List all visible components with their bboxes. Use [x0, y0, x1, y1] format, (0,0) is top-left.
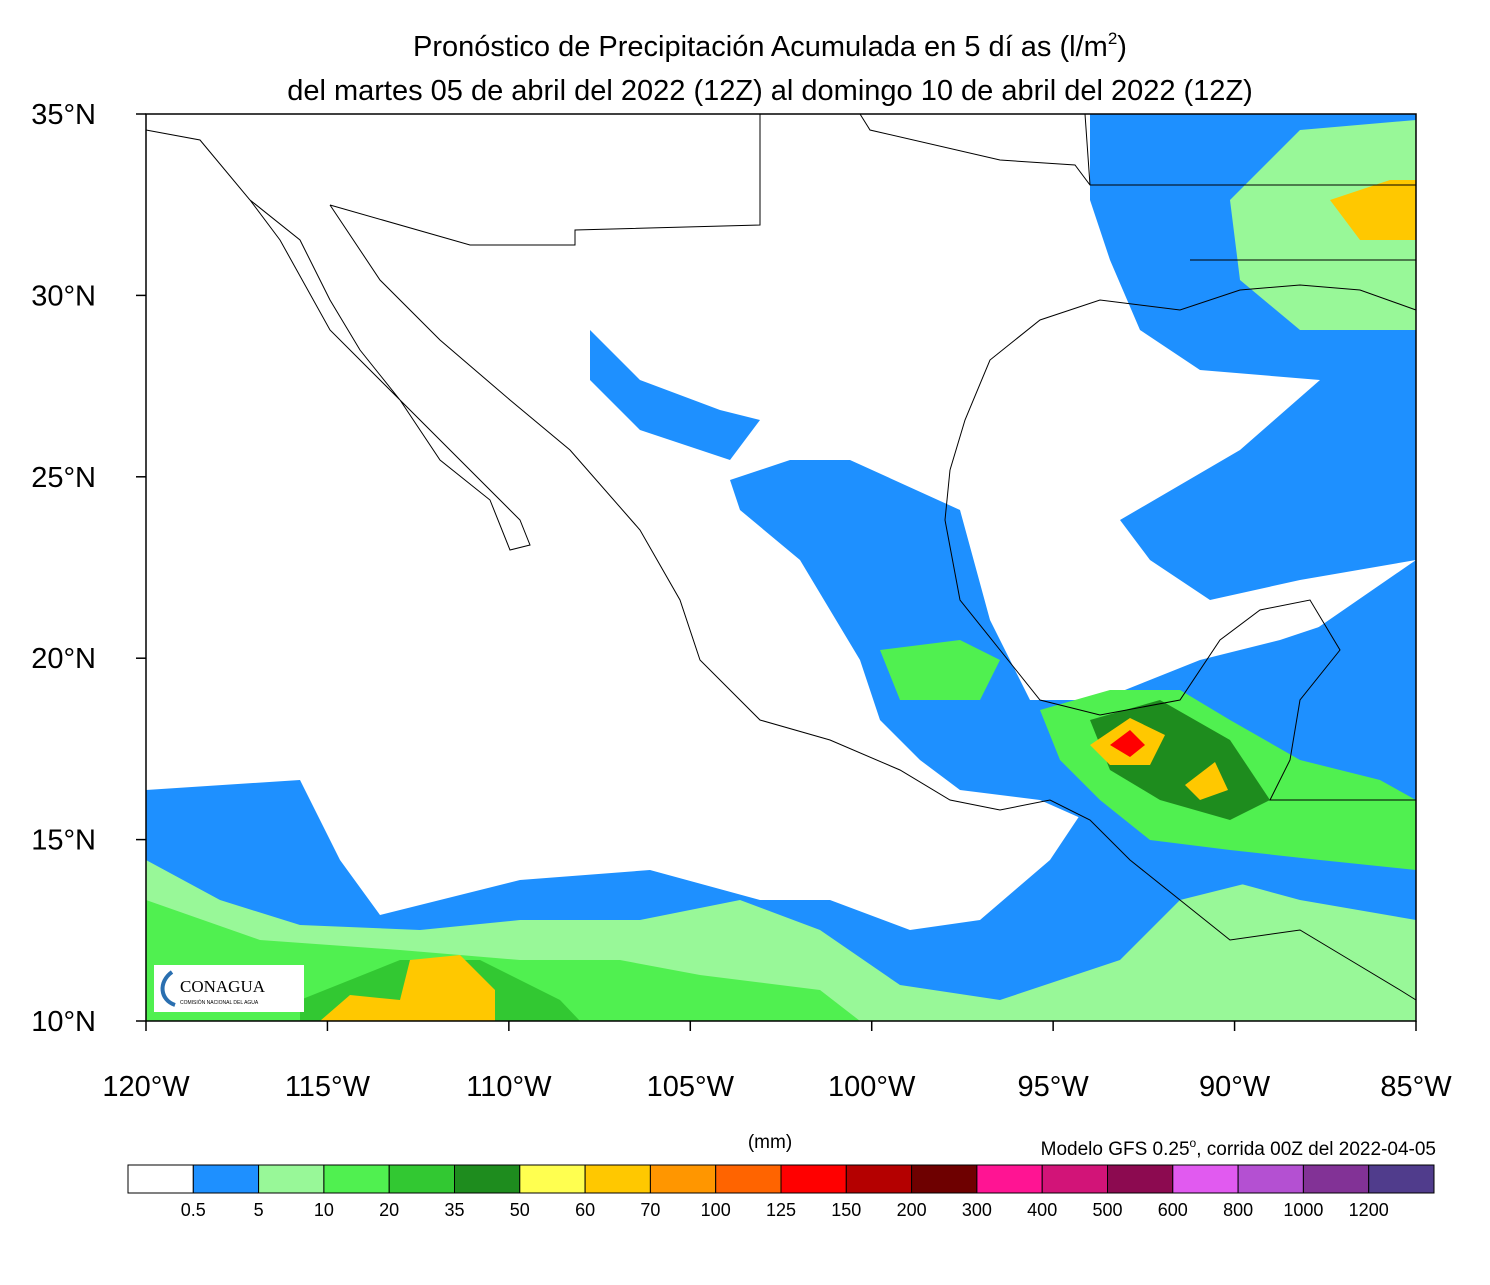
rain-green-center: [880, 640, 1000, 700]
lon-tick-label: 115°W: [285, 1071, 371, 1103]
logo: CONAGUA COMISIÓN NACIONAL DEL AGUA: [154, 965, 304, 1012]
title-superscript: 2: [1108, 29, 1117, 48]
legend-level: 50: [510, 1200, 530, 1220]
rain-blue-inland: [590, 330, 760, 460]
legend-swatch: [911, 1164, 978, 1194]
note-end: , corrida 00Z del 2022-04-05: [1196, 1139, 1436, 1160]
logo-name: CONAGUA: [180, 977, 266, 996]
rain-red: [1110, 730, 1145, 757]
lat-tick-label: 25°N: [31, 462, 96, 494]
lon-tick-label: 90°W: [1199, 1071, 1271, 1103]
legend-swatch: [1107, 1164, 1174, 1194]
logo-icon: [160, 970, 176, 1007]
title-line1: Pronóstico de Precipitación Acumulada en…: [413, 29, 1127, 63]
legend-swatch: [715, 1164, 782, 1194]
lat-tick-label: 15°N: [31, 825, 96, 857]
lat-tick-label: 35°N: [31, 99, 96, 131]
title-text: Pronóstico de Precipitación Acumulada en…: [413, 31, 1108, 63]
axes-and-legend: 35°N 30°N 25°N 20°N 15°N 10°N 120°W 115°W 110°W 1…: [31, 99, 1452, 1220]
legend-units: (mm): [748, 1132, 792, 1153]
legend-swatch: [976, 1164, 1043, 1194]
legend-level: 1000: [1283, 1200, 1323, 1220]
legend-swatch: [1041, 1164, 1108, 1194]
note-text: Modelo GFS 0.25: [1041, 1139, 1190, 1160]
legend-level: 1200: [1349, 1200, 1389, 1220]
legend-swatch: [649, 1164, 717, 1194]
precipitation-field: [146, 114, 1416, 1021]
note-superscript: o: [1190, 1136, 1197, 1150]
legend-level: 125: [766, 1200, 796, 1220]
title-line2: del martes 05 de abril del 2022 (12Z) al…: [287, 75, 1253, 107]
legend-level: 0.5: [181, 1200, 206, 1220]
lon-tick-label: 85°W: [1380, 1071, 1452, 1103]
legend-level: 150: [831, 1200, 861, 1220]
lon-tick-label: 120°W: [102, 1071, 190, 1103]
coastlines: [145, 113, 1417, 1001]
lon-tick-label: 110°W: [466, 1071, 552, 1103]
legend-level: 500: [1092, 1200, 1122, 1220]
logo-subtitle: COMISIÓN NACIONAL DEL AGUA: [180, 999, 259, 1006]
legend-swatch: [845, 1164, 913, 1194]
legend-swatch: [192, 1164, 260, 1194]
legend-level: 70: [640, 1200, 660, 1220]
legend-swatch: [1368, 1164, 1435, 1194]
legend-level: 400: [1027, 1200, 1057, 1220]
title-end: ): [1117, 31, 1127, 63]
lat-tick-label: 20°N: [31, 643, 96, 675]
gulf-coast-north: [949, 284, 1417, 471]
legend-level: 600: [1158, 1200, 1188, 1220]
legend-swatch: [323, 1164, 390, 1194]
legend-note: Modelo GFS 0.25o, corrida 00Z del 2022-0…: [1041, 1136, 1436, 1160]
legend-swatch: [584, 1164, 651, 1194]
rain-blue: [146, 560, 1416, 1021]
pacific-coast: [329, 204, 1417, 1001]
legend-level: 200: [897, 1200, 927, 1220]
legend-swatch: [1172, 1164, 1239, 1194]
legend-swatch: [780, 1164, 847, 1194]
legend-swatch: [258, 1164, 325, 1194]
legend-swatch: [454, 1164, 521, 1194]
legend-swatch: [388, 1164, 456, 1194]
legend-level: 100: [701, 1200, 731, 1220]
legend-swatch: [127, 1164, 194, 1194]
legend-swatch: [1302, 1164, 1370, 1194]
legend-swatch: [519, 1164, 586, 1194]
lon-tick-label: 100°W: [828, 1071, 916, 1103]
rain-orange-north: [1330, 180, 1416, 240]
rain-lightgreen-north: [1230, 120, 1416, 330]
legend-level: 5: [254, 1200, 264, 1220]
baja-california: [145, 129, 531, 551]
lat-tick-label: 30°N: [31, 280, 96, 312]
legend-level: 800: [1223, 1200, 1253, 1220]
legend-level: 20: [379, 1200, 399, 1220]
lon-tick-label: 95°W: [1018, 1071, 1090, 1103]
logo-box: [154, 965, 304, 1012]
legend-swatch: [1237, 1164, 1304, 1194]
map-frame: [145, 113, 1417, 1022]
rain-orange: [320, 955, 495, 1021]
lat-tick-label: 10°N: [31, 1006, 96, 1038]
legend-level: 10: [314, 1200, 334, 1220]
gulf-coast-south: [944, 469, 1416, 801]
lon-tick-label: 105°W: [647, 1071, 735, 1103]
rain-orange-south2: [1185, 762, 1228, 800]
legend-level: 300: [962, 1200, 992, 1220]
legend-level: 35: [444, 1200, 464, 1220]
borders: [329, 113, 1416, 261]
legend-level: 60: [575, 1200, 595, 1220]
